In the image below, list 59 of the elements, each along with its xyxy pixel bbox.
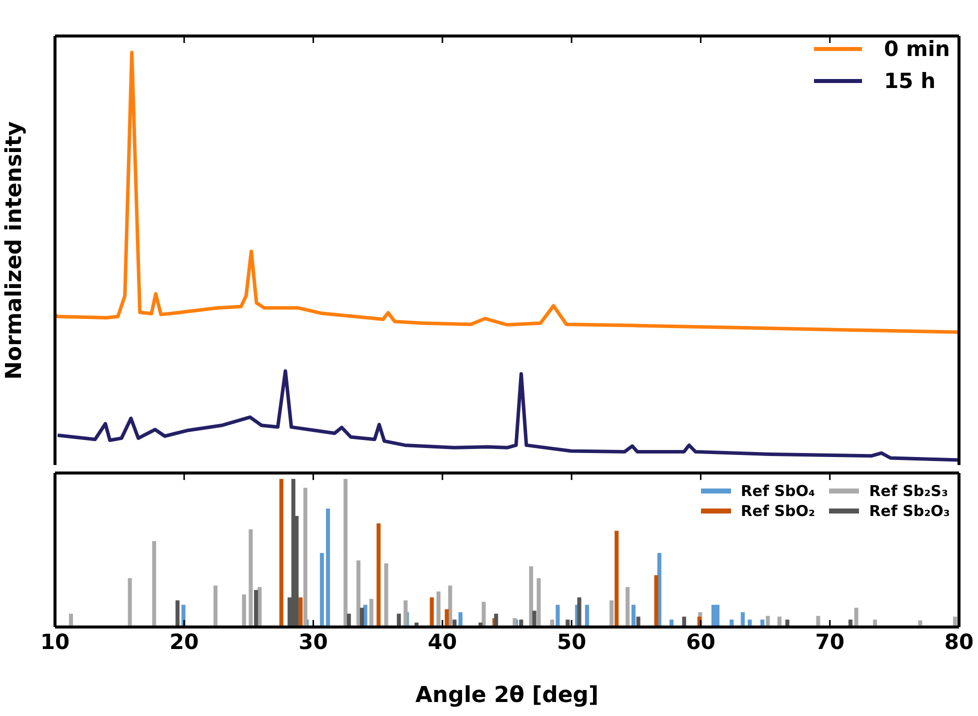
bar [396, 614, 401, 627]
bar [436, 591, 441, 627]
legend-label: 0 min [884, 37, 950, 61]
x-tick-label: 60 [686, 630, 716, 654]
bar [213, 586, 218, 627]
bar [326, 508, 330, 627]
x-tick-label: 30 [298, 630, 328, 654]
bar [626, 587, 630, 627]
bar [614, 530, 619, 627]
bar [248, 529, 253, 627]
x-tick-label: 70 [815, 630, 844, 654]
x-tick-label: 10 [40, 630, 70, 654]
bar [715, 604, 720, 627]
bar [279, 478, 284, 627]
legend-label: Ref SbO₂ [740, 502, 816, 520]
bar [532, 610, 536, 627]
bar [356, 560, 360, 627]
bar [430, 597, 434, 627]
x-tick-label: 80 [944, 630, 974, 654]
bar [369, 598, 374, 627]
bar [740, 612, 745, 627]
bar [176, 600, 180, 627]
bar [152, 541, 156, 627]
bar [68, 614, 73, 627]
x-tick-label: 50 [556, 630, 586, 654]
legend-label: Ref Sb₂O₃ [869, 502, 950, 520]
bar [458, 612, 462, 627]
bar [711, 604, 716, 627]
bar [404, 600, 408, 627]
bar [298, 597, 303, 627]
bar [482, 602, 486, 627]
bar [585, 604, 590, 627]
bar [384, 563, 388, 627]
legend-label: Ref Sb₂S₃ [869, 482, 948, 500]
x-axis-title: Angle 2θ [deg] [415, 683, 599, 708]
bar [529, 566, 534, 627]
bar [632, 604, 636, 627]
x-tick-label: 20 [170, 630, 199, 654]
bar [242, 594, 246, 627]
bar [854, 608, 858, 627]
bar [536, 578, 541, 627]
bar [654, 575, 658, 627]
x-tick-label: 40 [428, 630, 458, 654]
bar [303, 488, 308, 627]
legend-label: 15 h [884, 69, 936, 93]
bar [320, 552, 324, 627]
y-axis-title: Normalized intensity [2, 121, 27, 380]
bar [610, 600, 614, 627]
bar [494, 614, 498, 627]
bar [128, 578, 132, 627]
bar [344, 478, 348, 627]
bar [376, 523, 381, 627]
legend-label: Ref SbO₄ [740, 482, 816, 500]
bar [360, 608, 364, 627]
bar [444, 609, 449, 627]
bar [346, 614, 351, 627]
bar [577, 597, 582, 627]
bar [556, 604, 560, 627]
bar [254, 590, 258, 627]
